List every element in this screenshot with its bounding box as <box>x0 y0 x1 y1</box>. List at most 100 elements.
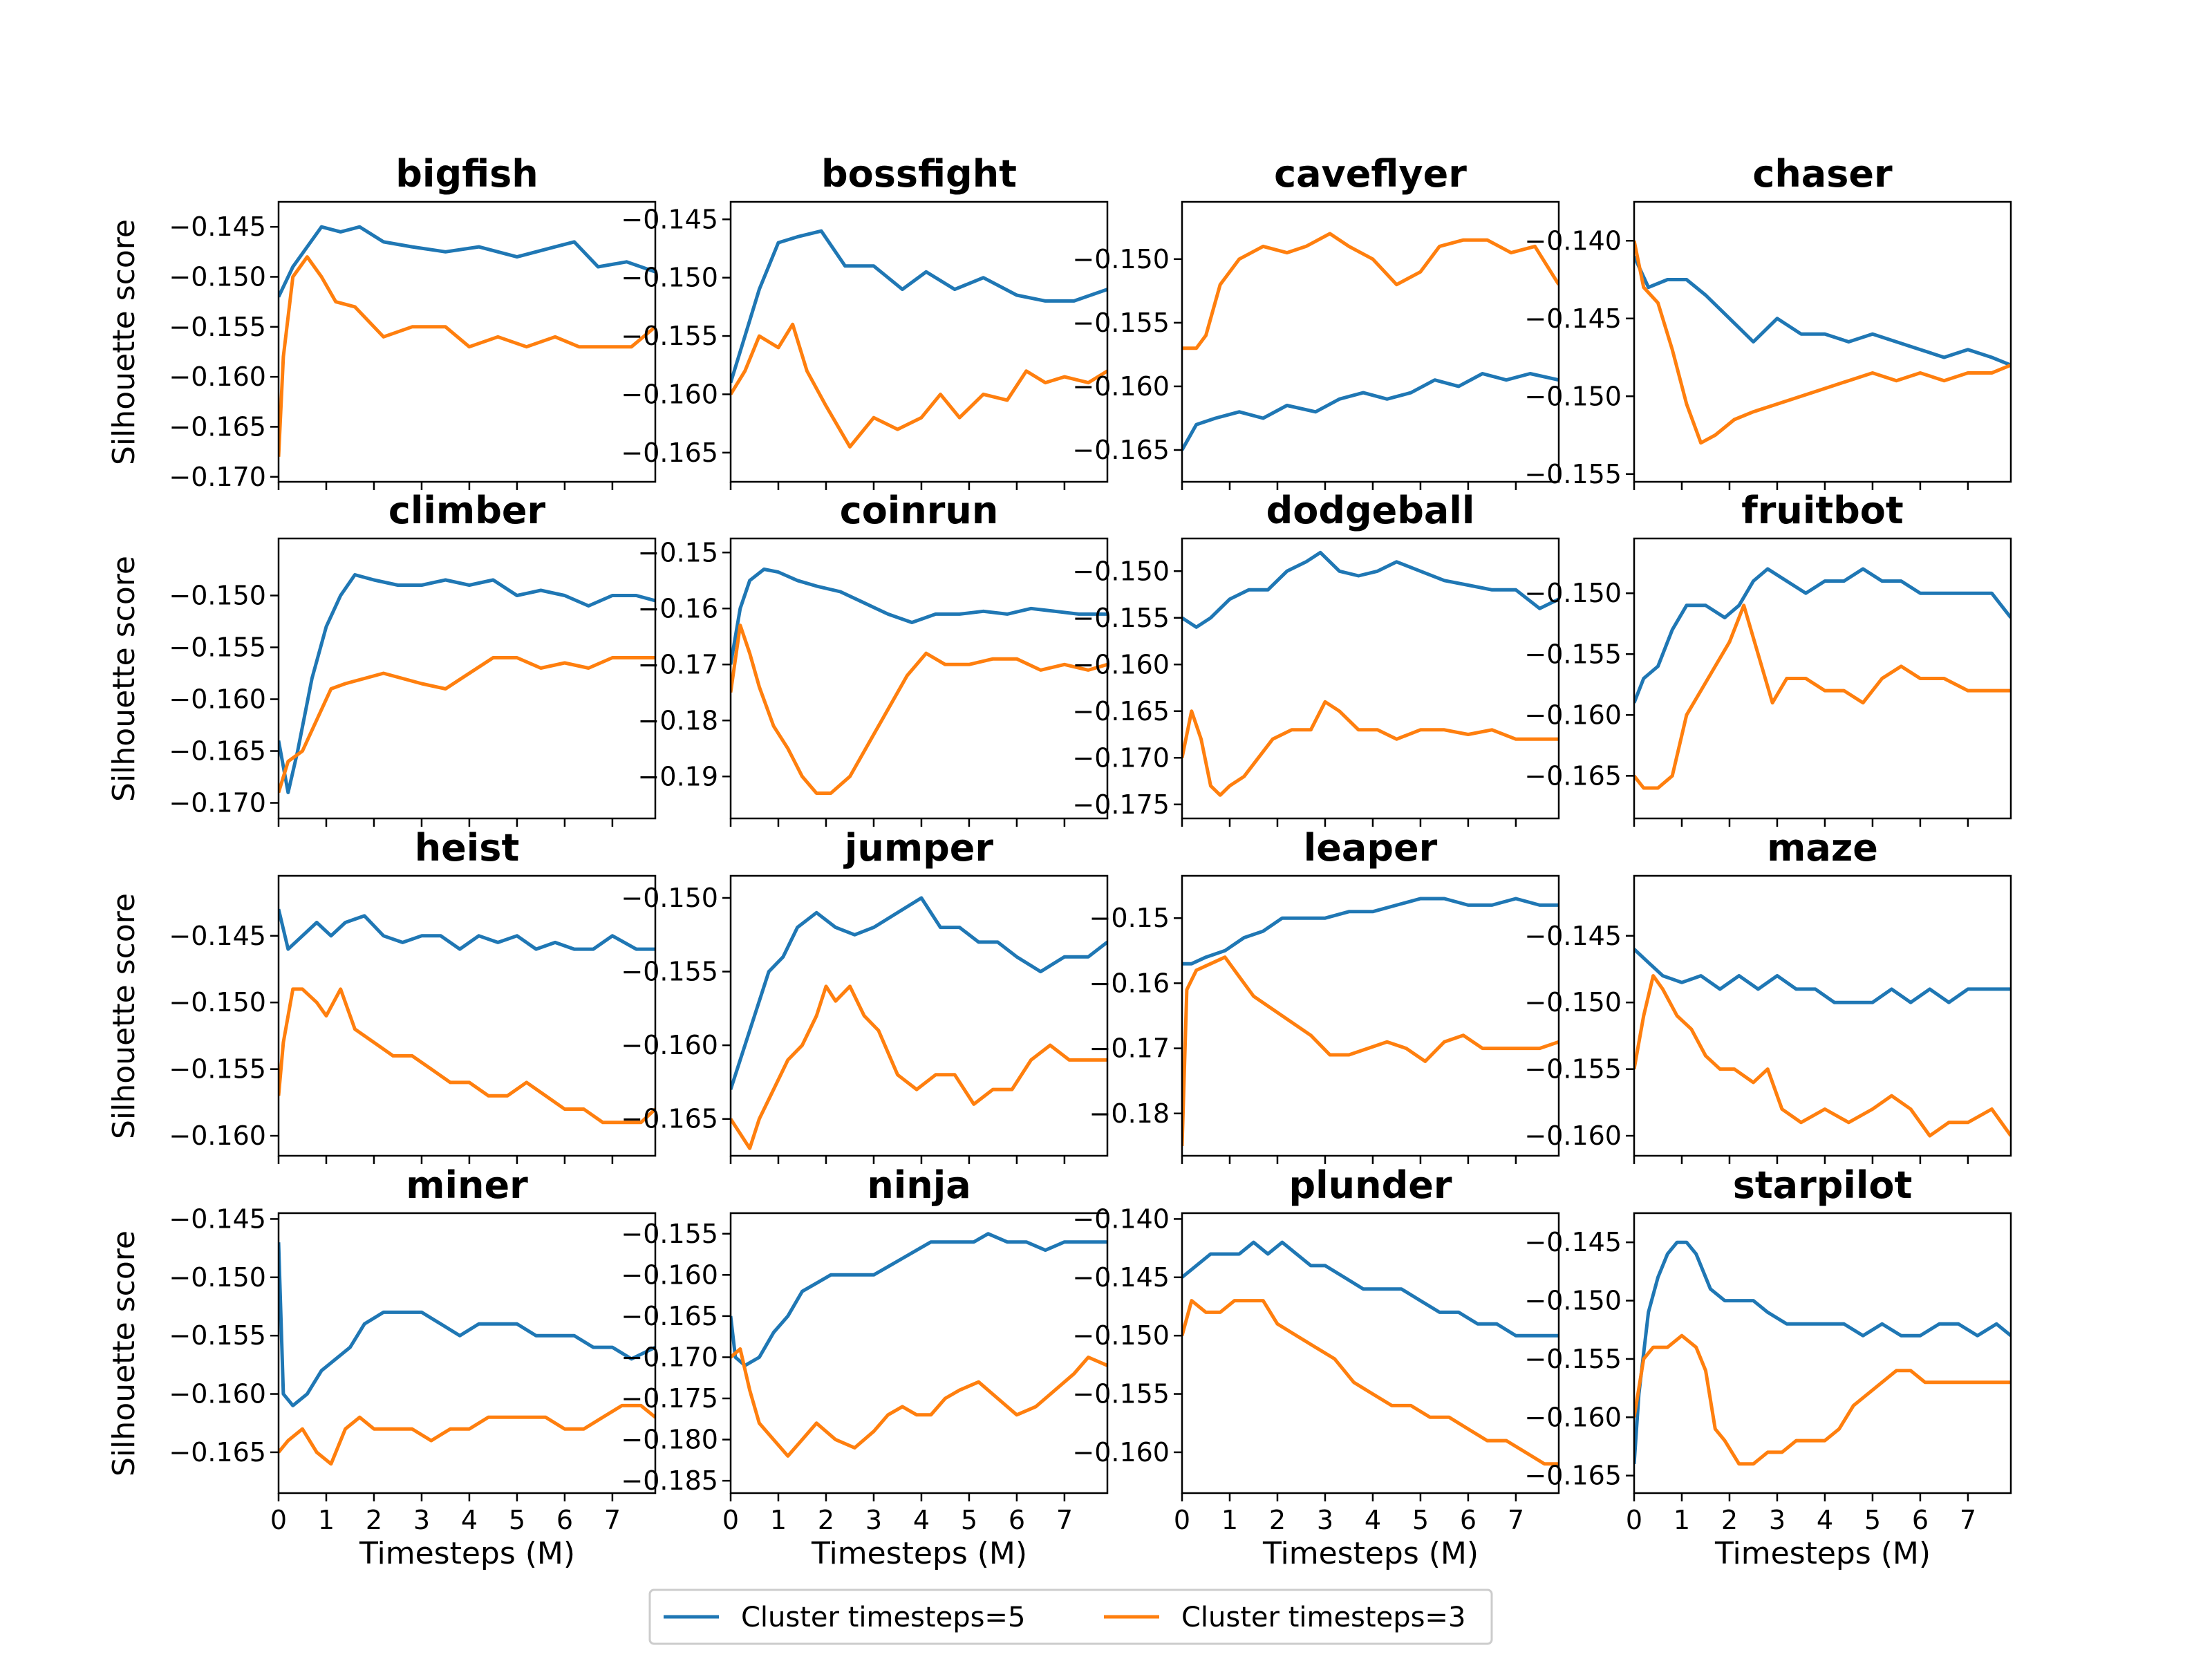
x-tick-label-miner: 3 <box>413 1505 430 1535</box>
panel-dodgeball: dodgeball −0.150 −0.155 −0.160 −0.165 −0.170 −… <box>1072 489 1560 827</box>
panel-frame-plunder <box>1181 1212 1560 1494</box>
series-line-2-fruitbot <box>1634 603 2011 790</box>
y-tick-label-jumper: −0.155 <box>621 957 718 987</box>
y-tick-label-miner: −0.160 <box>169 1379 266 1409</box>
panel-title-caveflyer: caveflyer <box>1274 152 1467 196</box>
y-tick-label-coinrun: −0.18 <box>638 705 718 735</box>
y-tick-label-dodgeball: −0.165 <box>1072 696 1170 727</box>
x-axis-label-col-2: Timesteps (M) <box>811 1536 1027 1571</box>
x-tick-label-starpilot: 6 <box>1912 1505 1929 1535</box>
panel-frame-caveflyer <box>1181 200 1560 483</box>
x-tick-label-ninja: 7 <box>1056 1505 1073 1535</box>
panel-leaper: leaper −0.15 −0.16 −0.17 −0.18 <box>1089 826 1560 1164</box>
x-tick-label-starpilot: 4 <box>1817 1505 1833 1535</box>
y-axis-label-row-3: Silhouette score <box>106 893 142 1139</box>
panel-title-miner: miner <box>406 1163 528 1207</box>
series-line-2-miner <box>279 1403 655 1466</box>
y-tick-label-bigfish: −0.165 <box>169 411 266 442</box>
y-tick-label-jumper: −0.160 <box>621 1030 718 1060</box>
panel-title-fruitbot: fruitbot <box>1741 489 1903 532</box>
panel-title-bigfish: bigfish <box>395 152 538 196</box>
panel-frame-dodgeball <box>1181 537 1560 820</box>
y-tick-label-climber: −0.155 <box>169 632 266 663</box>
y-tick-label-bigfish: −0.170 <box>169 462 266 492</box>
y-tick-label-climber: −0.150 <box>169 581 266 611</box>
x-tick-label-ninja: 5 <box>961 1505 977 1535</box>
y-tick-label-heist: −0.160 <box>169 1121 266 1151</box>
x-tick-label-plunder: 2 <box>1269 1505 1286 1535</box>
panel-frame-coinrun <box>729 537 1109 820</box>
series-line-1-dodgeball <box>1182 550 1559 629</box>
series-line-2-coinrun <box>731 624 1107 795</box>
y-tick-label-plunder: −0.150 <box>1072 1320 1170 1351</box>
y-tick-label-starpilot: −0.150 <box>1524 1286 1622 1316</box>
series-line-1-miner <box>279 1242 655 1407</box>
y-tick-label-caveflyer: −0.150 <box>1072 244 1170 274</box>
series-line-2-ninja <box>731 1347 1107 1458</box>
series-line-2-starpilot <box>1634 1333 2011 1466</box>
x-tick-label-plunder: 1 <box>1221 1505 1238 1535</box>
x-tick-label-miner: 4 <box>461 1505 478 1535</box>
panel-title-maze: maze <box>1767 826 1878 870</box>
panel-climber: climber −0.150 −0.155 −0.160 −0.165 −0.170 <box>169 489 657 827</box>
panel-title-heist: heist <box>415 826 520 870</box>
y-tick-label-caveflyer: −0.165 <box>1072 435 1170 465</box>
x-tick-label-miner: 0 <box>270 1505 287 1535</box>
series-line-1-bigfish <box>279 225 655 298</box>
y-tick-label-climber: −0.165 <box>169 736 266 767</box>
series-line-2-heist <box>279 987 655 1125</box>
x-axis-label-col-1: Timesteps (M) <box>359 1536 575 1571</box>
y-tick-label-ninja: −0.180 <box>621 1425 718 1455</box>
y-tick-label-fruitbot: −0.155 <box>1524 639 1622 669</box>
panel-fruitbot: fruitbot −0.150 −0.155 −0.160 −0.165 <box>1524 489 2012 827</box>
x-tick-label-miner: 7 <box>604 1505 621 1535</box>
panel-caveflyer: caveflyer −0.150 −0.155 −0.160 −0.165 <box>1072 152 1560 490</box>
y-tick-label-chaser: −0.155 <box>1524 459 1622 489</box>
y-tick-label-maze: −0.145 <box>1524 921 1622 951</box>
y-tick-label-starpilot: −0.160 <box>1524 1402 1622 1432</box>
panel-frame-starpilot <box>1633 1212 2012 1494</box>
y-tick-label-bossfight: −0.145 <box>621 204 718 234</box>
panel-chaser: chaser −0.140 −0.145 −0.150 −0.155 <box>1524 152 2012 490</box>
panel-title-jumper: jumper <box>843 826 993 870</box>
y-tick-label-plunder: −0.145 <box>1072 1262 1170 1293</box>
y-tick-label-fruitbot: −0.150 <box>1524 578 1622 608</box>
series-line-2-maze <box>1634 974 2011 1138</box>
x-tick-label-ninja: 0 <box>722 1505 739 1535</box>
y-tick-label-chaser: −0.145 <box>1524 303 1622 334</box>
y-tick-label-bigfish: −0.160 <box>169 362 266 392</box>
y-tick-label-maze: −0.155 <box>1524 1054 1622 1085</box>
y-tick-label-coinrun: −0.16 <box>638 593 718 624</box>
y-tick-label-chaser: −0.150 <box>1524 381 1622 411</box>
panel-starpilot: starpilot −0.145 −0.150 −0.155 −0.160 −0.1650… <box>1524 1163 2012 1535</box>
y-tick-label-heist: −0.150 <box>169 987 266 1018</box>
y-tick-label-bossfight: −0.165 <box>621 438 718 468</box>
series-line-1-coinrun <box>731 568 1107 665</box>
panel-title-starpilot: starpilot <box>1733 1163 1913 1207</box>
x-tick-label-ninja: 6 <box>1009 1505 1025 1535</box>
legend: Cluster timesteps=5 Cluster timesteps=3 <box>648 1588 1493 1645</box>
y-tick-label-ninja: −0.170 <box>621 1342 718 1372</box>
y-tick-label-leaper: −0.15 <box>1089 903 1170 933</box>
y-tick-label-ninja: −0.165 <box>621 1301 718 1331</box>
x-tick-label-starpilot: 2 <box>1721 1505 1738 1535</box>
x-axis-label-col-4: Timesteps (M) <box>1714 1536 1931 1571</box>
panel-frame-leaper <box>1181 874 1560 1157</box>
y-tick-label-dodgeball: −0.155 <box>1072 603 1170 633</box>
x-tick-label-plunder: 5 <box>1412 1505 1429 1535</box>
panel-title-chaser: chaser <box>1752 152 1893 196</box>
panel-frame-maze <box>1633 874 2012 1157</box>
series-line-2-caveflyer <box>1182 232 1559 350</box>
y-tick-label-bigfish: −0.150 <box>169 261 266 292</box>
x-tick-label-ninja: 1 <box>770 1505 787 1535</box>
y-tick-label-chaser: −0.140 <box>1524 225 1622 256</box>
subplot-grid: bigfish−0.145−0.150−0.155−0.160−0.165−0.… <box>169 152 2012 1535</box>
y-tick-label-dodgeball: −0.160 <box>1072 649 1170 679</box>
y-tick-label-maze: −0.150 <box>1524 987 1622 1018</box>
y-tick-label-miner: −0.150 <box>169 1262 266 1293</box>
y-tick-label-leaper: −0.16 <box>1089 968 1170 998</box>
x-axis-label-col-3: Timesteps (M) <box>1262 1536 1479 1571</box>
y-tick-label-plunder: −0.140 <box>1072 1203 1170 1234</box>
series-line-1-starpilot <box>1634 1240 2011 1464</box>
panel-heist: heist −0.145 −0.150 −0.155 −0.160 <box>169 826 657 1164</box>
